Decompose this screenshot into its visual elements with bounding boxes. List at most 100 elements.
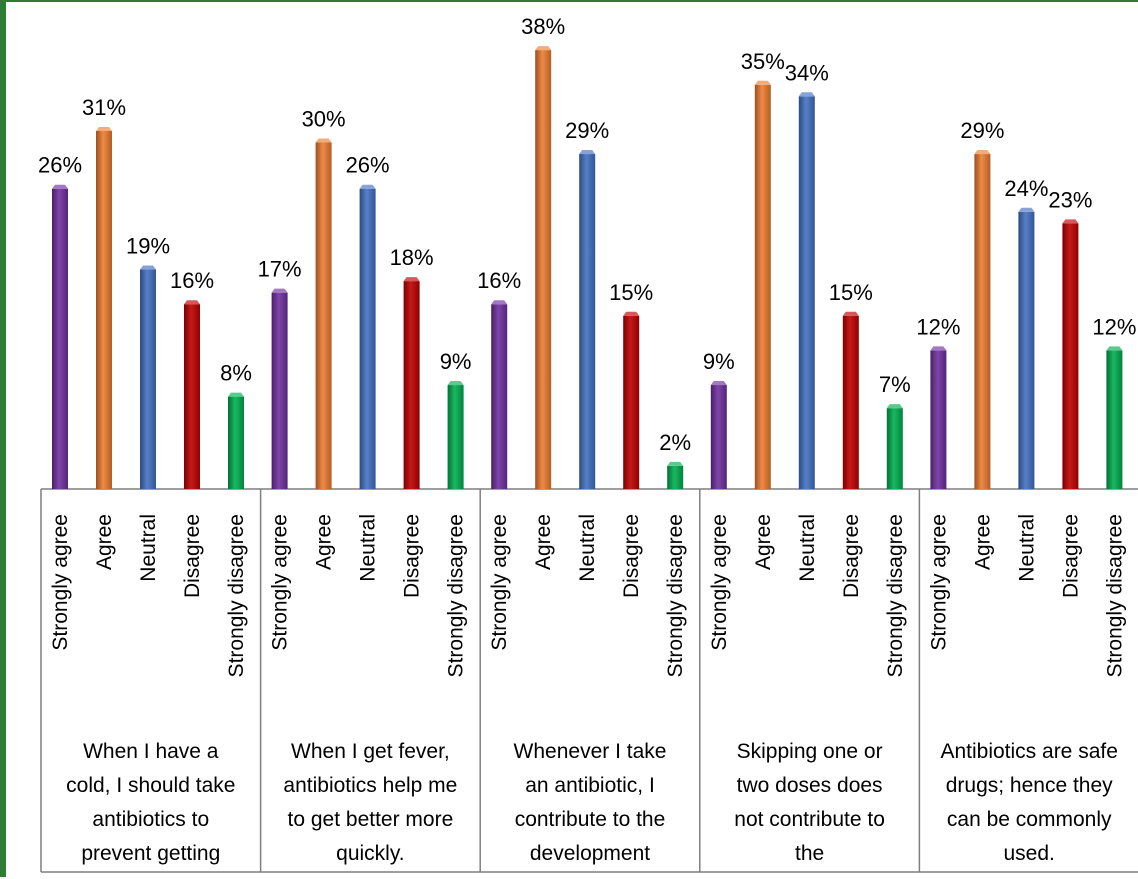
bar	[842, 315, 859, 489]
data-label: 29%	[960, 118, 1004, 143]
bar-top	[140, 265, 156, 270]
category-label: Strongly disagree	[884, 514, 907, 677]
bar	[403, 281, 420, 489]
category-label: Strongly disagree	[225, 514, 248, 677]
bar-top	[184, 300, 200, 305]
bar	[886, 408, 903, 489]
category-label: Disagree	[401, 514, 424, 598]
bar	[930, 350, 947, 489]
bar-top	[403, 277, 420, 282]
bar	[1062, 223, 1079, 489]
bar-top	[271, 288, 288, 293]
category-label: Strongly disagree	[445, 514, 468, 677]
data-label: 2%	[659, 430, 691, 455]
bar-top	[52, 184, 68, 189]
bar-top	[930, 346, 947, 351]
bar-top	[447, 381, 464, 386]
group-label-line: Skipping one or	[737, 740, 883, 763]
category-label: Strongly agree	[269, 514, 292, 651]
category-label: Agree	[752, 514, 775, 570]
group-label-line: quickly.	[336, 842, 404, 865]
category-label: Strongly agree	[488, 514, 511, 651]
bar	[271, 292, 288, 489]
group-label-line: antibiotics help me	[283, 774, 457, 797]
category-label: Agree	[532, 514, 555, 570]
bar-top	[96, 126, 112, 131]
bar	[1018, 211, 1035, 490]
category-label: Disagree	[1059, 514, 1082, 598]
group-label-line: development	[530, 842, 650, 865]
group-label-line: When I have a	[83, 740, 219, 763]
data-label: 9%	[703, 349, 735, 374]
bar	[315, 142, 332, 489]
bar	[579, 154, 596, 490]
data-label: 12%	[1092, 314, 1136, 339]
bar	[667, 465, 684, 489]
data-label: 31%	[82, 95, 126, 120]
category-label: Strongly agree	[927, 514, 950, 651]
group-label-line: prevent getting	[81, 842, 220, 865]
data-label: 15%	[829, 280, 873, 305]
bar	[535, 50, 552, 489]
bar	[52, 188, 68, 489]
category-label: Disagree	[620, 514, 643, 598]
category-label: Neutral	[796, 514, 819, 582]
bar	[754, 84, 771, 489]
data-label: 24%	[1004, 176, 1048, 201]
group-label-line: drugs; hence they	[946, 774, 1113, 797]
data-label: 15%	[609, 280, 653, 305]
bar-top	[886, 404, 903, 409]
group-label-line: contribute to the	[515, 808, 666, 831]
group-label-line: Whenever I take	[514, 740, 667, 763]
bar-top	[710, 381, 727, 386]
category-label: Disagree	[181, 514, 204, 598]
bar-top	[1018, 207, 1035, 212]
bar-top	[315, 138, 332, 143]
category-label: Neutral	[1015, 514, 1038, 582]
category-label: Strongly agree	[49, 514, 72, 651]
group-label-line: can be commonly	[947, 808, 1112, 831]
bar-top	[228, 392, 244, 397]
category-label: Agree	[971, 514, 994, 570]
category-label: Neutral	[137, 514, 160, 582]
bar	[798, 96, 815, 490]
bar	[623, 315, 640, 489]
group-label-line: When I get fever,	[291, 740, 450, 763]
category-label: Agree	[313, 514, 336, 570]
bar	[359, 188, 376, 489]
data-label: 26%	[346, 153, 390, 178]
category-label: Strongly disagree	[1103, 514, 1126, 677]
bar-top	[535, 46, 552, 51]
bar	[974, 154, 991, 490]
bar	[1106, 350, 1123, 489]
data-label: 38%	[521, 14, 565, 39]
data-label: 34%	[785, 60, 829, 85]
bar	[184, 304, 200, 489]
group-label-line: used.	[1004, 842, 1055, 865]
data-label: 16%	[170, 268, 214, 293]
data-label: 17%	[258, 257, 302, 282]
data-label: 23%	[1048, 187, 1092, 212]
group-label-line: not contribute to	[734, 808, 885, 831]
data-label: 35%	[741, 49, 785, 74]
category-label: Strongly disagree	[664, 514, 687, 677]
data-label: 18%	[390, 245, 434, 270]
bar-top	[491, 300, 508, 305]
category-label: Agree	[93, 514, 116, 570]
group-label-line: an antibiotic, I	[525, 774, 655, 797]
category-label: Strongly agree	[708, 514, 731, 651]
bar-top	[359, 184, 376, 189]
bar-top	[974, 150, 991, 155]
bar	[140, 269, 156, 489]
group-label-line: Antibiotics are safe	[940, 740, 1117, 763]
bar-top	[754, 80, 771, 85]
group-label-line: the	[795, 842, 824, 865]
group-label-line: antibiotics to	[92, 808, 209, 831]
bar-top	[842, 311, 859, 316]
category-label: Neutral	[576, 514, 599, 582]
bar-top	[623, 311, 640, 316]
group-label-line: two doses does	[737, 774, 883, 797]
bar-top	[579, 150, 596, 155]
group-label-line: to get better more	[288, 808, 454, 831]
